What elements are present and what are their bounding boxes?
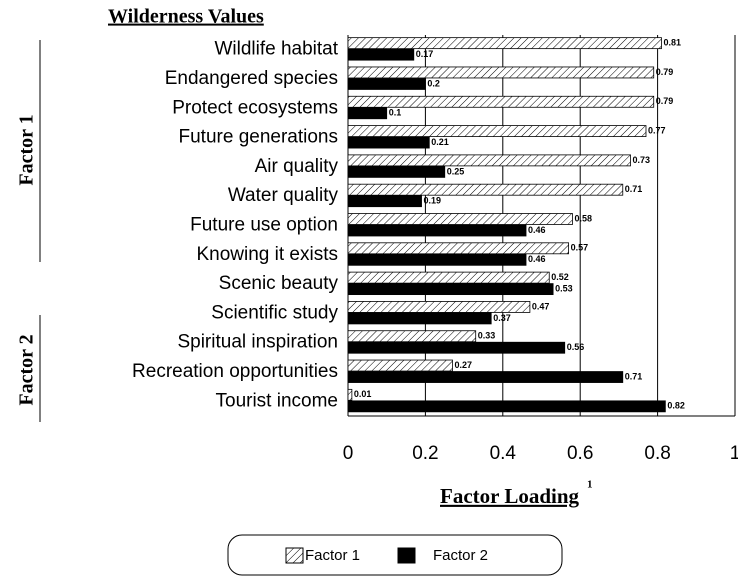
bar — [347, 301, 531, 313]
x-axis-footnote: 1 — [587, 479, 593, 491]
data-label: 0.82 — [667, 401, 685, 411]
bar — [347, 371, 624, 383]
bar — [347, 312, 492, 325]
category-header: Wilderness Values — [108, 6, 264, 28]
bar — [347, 66, 655, 79]
bar — [347, 283, 554, 296]
data-label: 0.46 — [528, 254, 546, 264]
bar — [347, 224, 527, 237]
y-tick-label: Scientific study — [211, 302, 338, 323]
data-label: 0.47 — [532, 301, 550, 311]
y-tick-label: Air quality — [255, 156, 339, 177]
data-label: 0.73 — [633, 155, 651, 165]
x-axis-title: Factor Loading — [440, 484, 580, 508]
bar — [347, 359, 453, 372]
y-tick-label: Future use option — [190, 215, 338, 236]
data-label: 0.79 — [656, 96, 674, 106]
bar — [347, 242, 569, 255]
data-label: 0.19 — [424, 196, 442, 206]
y-tick-label: Future generations — [179, 127, 339, 148]
group-label: Factor 2 — [16, 334, 38, 405]
data-label: 0.81 — [663, 38, 681, 48]
x-tick-label: 1 — [730, 443, 738, 464]
x-tick-label: 0.4 — [490, 443, 517, 464]
legend-swatch — [285, 547, 304, 564]
bar — [347, 213, 573, 225]
group-label: Factor 1 — [16, 114, 38, 185]
data-label: 0.17 — [416, 49, 434, 59]
legend-label: Factor 1 — [305, 547, 360, 564]
x-tick-label: 0.8 — [644, 443, 670, 464]
data-label: 0.37 — [493, 313, 511, 323]
data-label: 0.25 — [447, 166, 465, 176]
bar — [347, 48, 415, 61]
bar — [347, 271, 550, 284]
data-label: 0.01 — [354, 389, 372, 399]
data-label: 0.79 — [656, 67, 674, 77]
bar — [347, 37, 662, 50]
y-tick-label: Spiritual inspiration — [177, 332, 338, 353]
y-tick-label: Endangered species — [165, 68, 338, 89]
y-tick-label: Scenic beauty — [219, 273, 339, 294]
data-label: 0.21 — [431, 137, 449, 147]
x-tick-label: 0.2 — [412, 443, 438, 464]
data-label: 0.53 — [555, 283, 573, 293]
data-label: 0.58 — [574, 213, 592, 223]
bar — [347, 183, 624, 196]
x-tick-label: 0 — [343, 443, 354, 464]
y-tick-label: Tourist income — [216, 390, 339, 411]
legend-box — [227, 534, 563, 576]
bar — [347, 330, 477, 343]
x-tick-label: 0.6 — [567, 443, 593, 464]
y-tick-label: Recreation opportunities — [132, 361, 338, 382]
y-tick-label: Water quality — [228, 185, 339, 206]
bar — [347, 165, 446, 178]
data-label: 0.56 — [567, 342, 585, 352]
data-label: 0.46 — [528, 225, 546, 235]
data-label: 0.77 — [648, 125, 666, 135]
data-label: 0.52 — [551, 272, 569, 282]
data-label: 0.57 — [571, 243, 589, 253]
y-tick-label: Knowing it exists — [196, 244, 338, 265]
bar — [347, 107, 388, 120]
bar — [347, 78, 426, 90]
bar — [347, 388, 353, 401]
bar — [347, 195, 422, 208]
data-label: 0.1 — [389, 108, 402, 118]
bar — [347, 154, 631, 167]
bar — [347, 253, 527, 266]
data-label: 0.71 — [625, 184, 643, 194]
legend-label: Factor 2 — [433, 547, 488, 564]
y-tick-label: Wildlife habitat — [214, 39, 338, 60]
data-label: 0.33 — [478, 331, 496, 341]
data-label: 0.2 — [427, 78, 440, 88]
y-tick-label: Protect ecosystems — [172, 97, 338, 118]
legend-swatch — [397, 547, 416, 564]
bar — [347, 136, 430, 149]
bar — [347, 95, 655, 108]
data-label: 0.27 — [454, 360, 472, 370]
bar — [347, 125, 647, 137]
data-label: 0.71 — [625, 371, 643, 381]
bar — [347, 400, 666, 413]
bar — [347, 341, 566, 354]
